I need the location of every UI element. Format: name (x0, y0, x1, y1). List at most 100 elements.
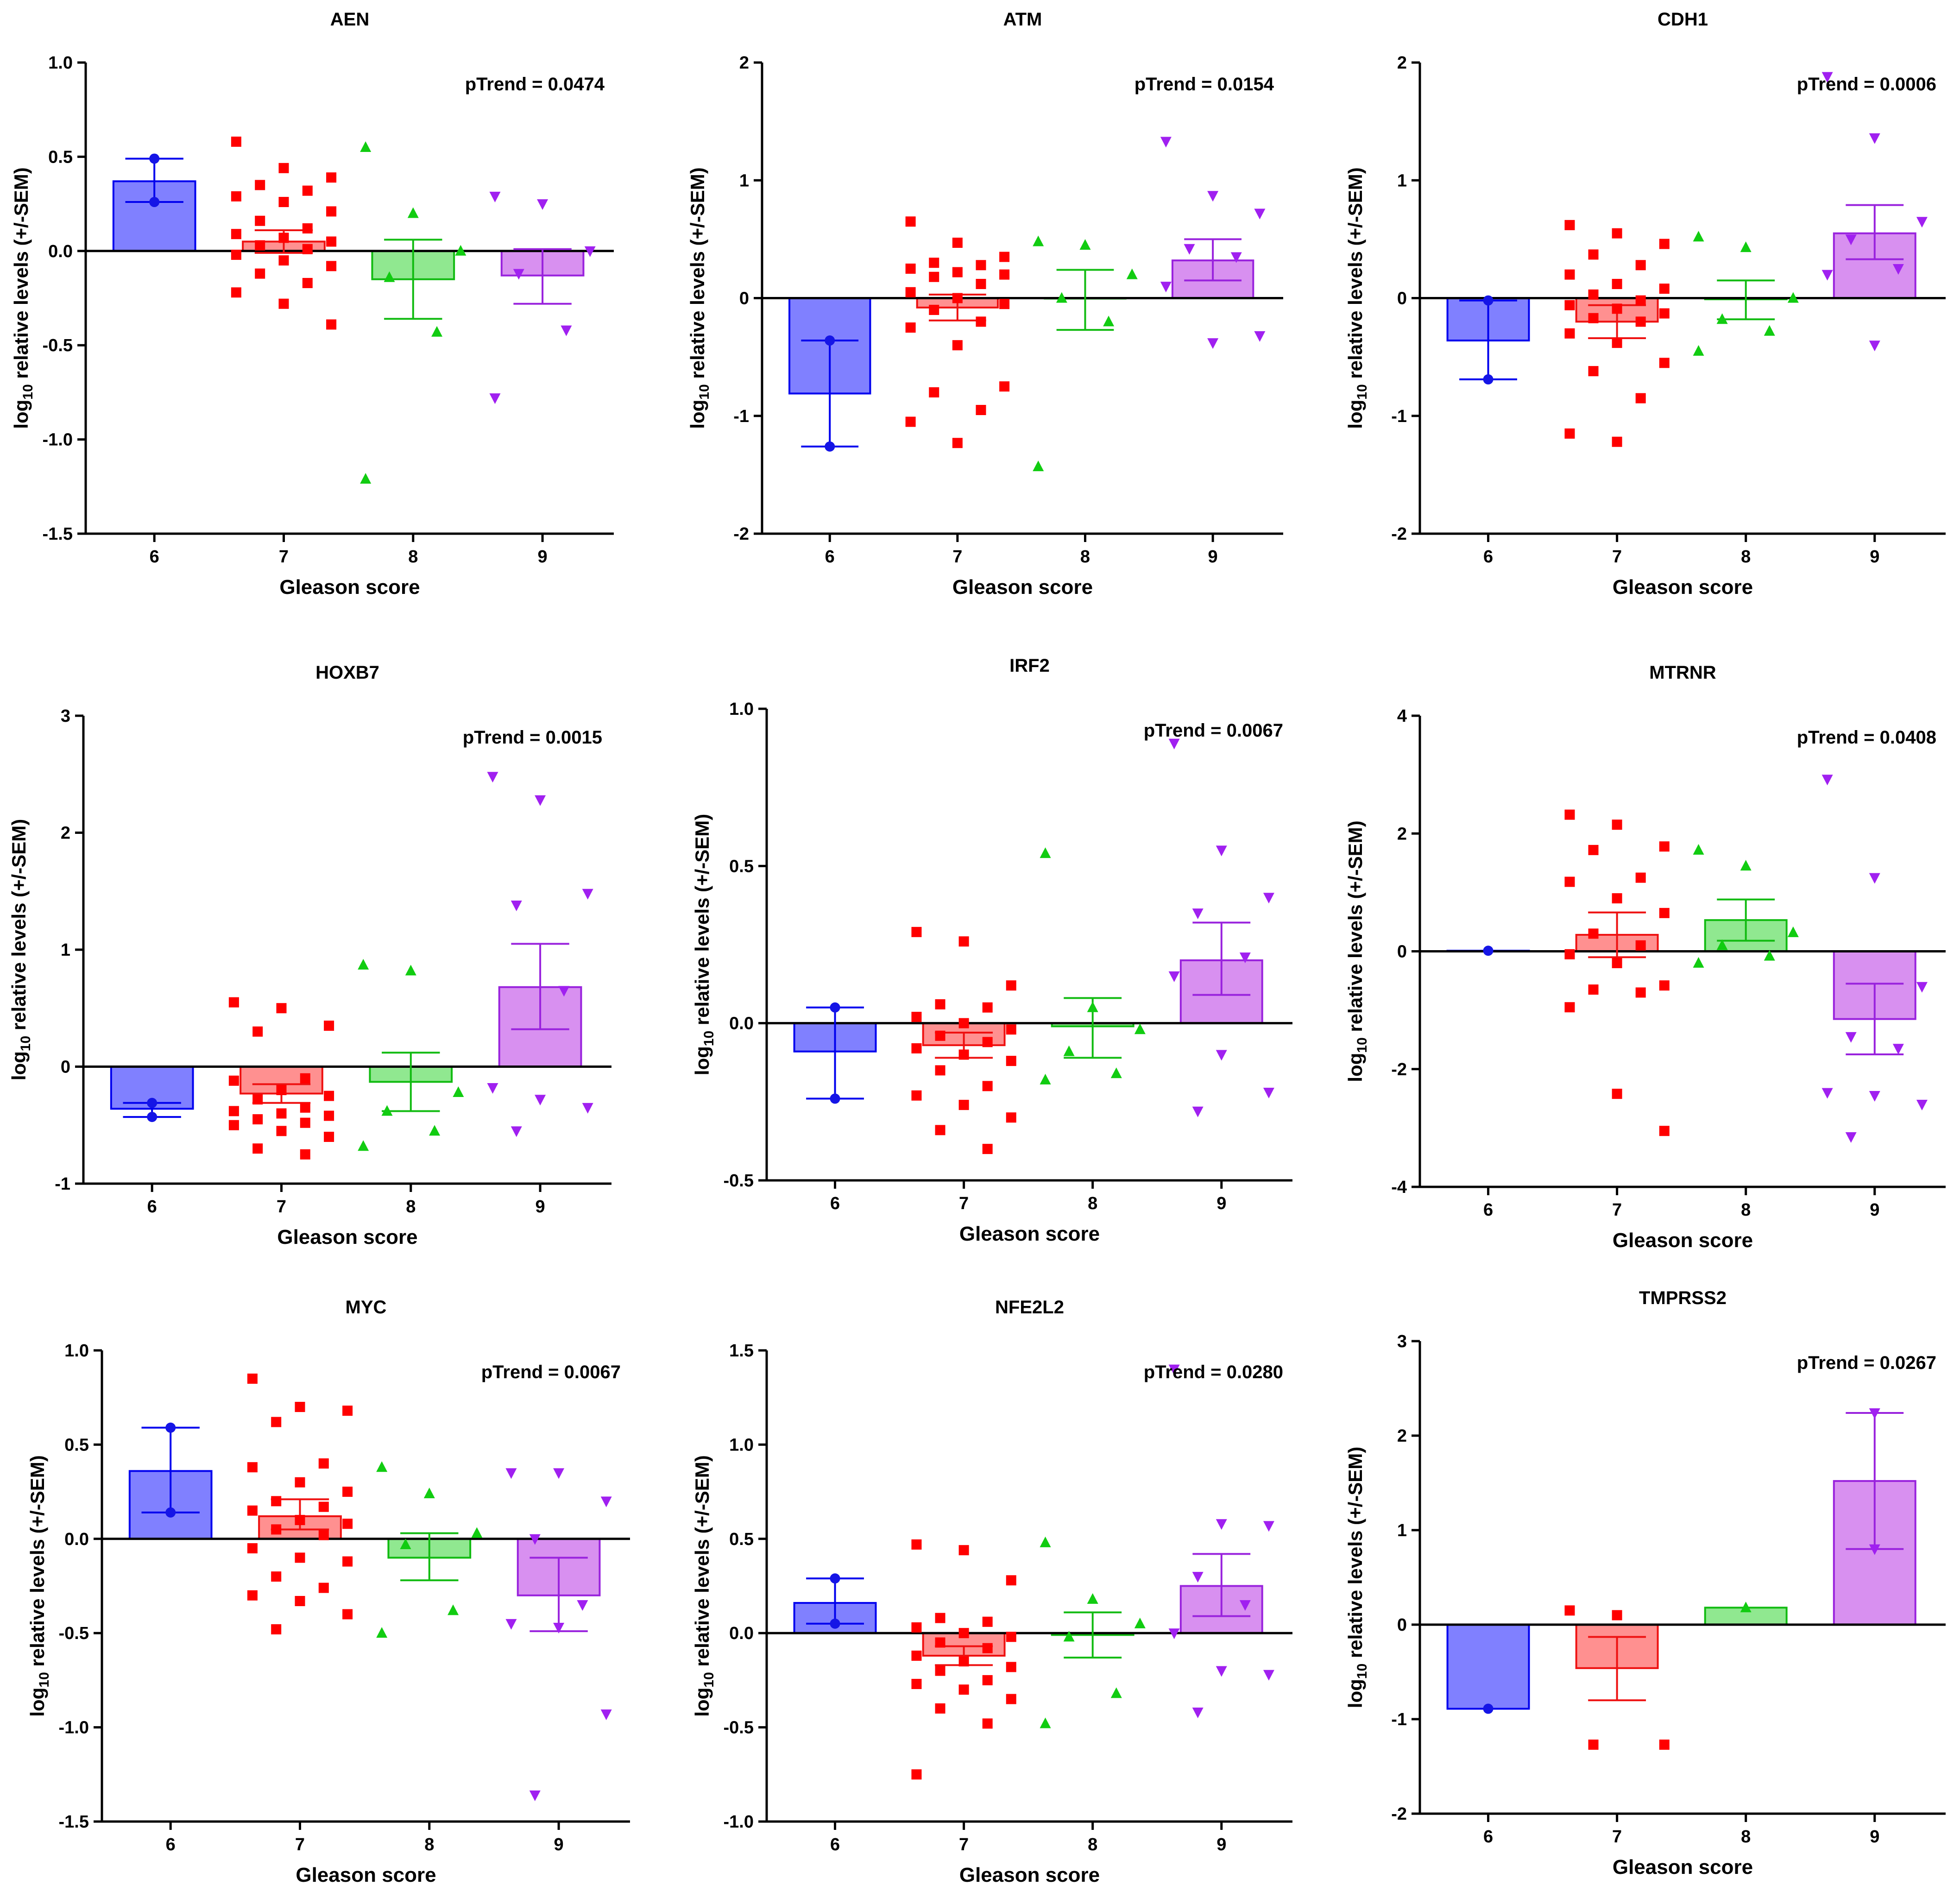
data-point-gleason-9 (553, 1622, 565, 1633)
data-point-gleason-7 (911, 1651, 922, 1661)
data-point-gleason-7 (295, 1515, 305, 1526)
data-point-gleason-9 (1192, 1708, 1204, 1719)
data-point-gleason-7 (935, 1613, 945, 1623)
data-point-gleason-7 (255, 180, 265, 190)
data-point-gleason-7 (905, 322, 916, 333)
x-tick-label: 8 (1741, 1827, 1751, 1847)
data-point-gleason-9 (1263, 1670, 1274, 1681)
data-point-gleason-7 (982, 1081, 993, 1091)
ptrend-label: pTrend = 0.0067 (481, 1362, 621, 1382)
data-point-gleason-7 (958, 1545, 969, 1556)
data-point-gleason-8 (1740, 241, 1752, 252)
data-point-gleason-7 (302, 223, 313, 233)
y-tick-label: 1.0 (729, 700, 754, 719)
y-tick-label: 0.0 (48, 242, 73, 261)
data-point-gleason-9 (1916, 217, 1928, 228)
y-tick-label: -4 (1391, 1178, 1407, 1197)
x-tick-label: 6 (830, 1194, 840, 1213)
data-point-gleason-7 (1659, 841, 1670, 852)
data-point-gleason-9 (1216, 845, 1227, 857)
data-point-gleason-7 (982, 1616, 993, 1627)
x-tick-label: 6 (147, 1197, 157, 1217)
data-point-gleason-9 (487, 1083, 498, 1094)
y-axis-label: log10 relative levels (+/-SEM) (1344, 820, 1370, 1082)
data-point-gleason-7 (255, 215, 265, 226)
y-tick-label: 2 (61, 824, 70, 843)
data-point-gleason-7 (326, 261, 337, 271)
y-tick-label: 0 (1397, 1615, 1407, 1635)
data-point-gleason-7 (905, 287, 916, 297)
data-point-gleason-7 (228, 1106, 239, 1116)
chart-panel-nfe2l2: NFE2L2 1.5 1.0 0.5 0.0 -0.5 -1.0 6 7 8 9 Gleason sc… (691, 1297, 1292, 1885)
data-point-gleason-7 (1612, 436, 1622, 447)
data-point-gleason-7 (247, 1374, 258, 1384)
data-point-gleason-9 (510, 1126, 522, 1137)
data-point-gleason-7 (228, 1120, 239, 1130)
data-point-gleason-7 (1006, 1112, 1016, 1123)
data-point-gleason-7 (1588, 845, 1599, 855)
data-point-gleason-9 (529, 1534, 541, 1545)
data-point-gleason-7 (929, 387, 939, 397)
y-tick-label: -2 (1391, 1060, 1407, 1079)
bar-gleason-6 (1446, 1624, 1530, 1710)
x-tick-label: 7 (1612, 1827, 1622, 1847)
y-tick-label: -0.5 (59, 1624, 89, 1643)
data-point-gleason-7 (1659, 239, 1670, 249)
x-tick-label: 8 (406, 1197, 416, 1217)
data-point-gleason-7 (302, 185, 313, 196)
data-point-gleason-7 (278, 163, 289, 173)
data-point-gleason-7 (911, 1622, 922, 1633)
ptrend-label: pTrend = 0.0408 (1797, 727, 1936, 748)
data-point-gleason-7 (1564, 428, 1575, 439)
data-point-gleason-7 (935, 1030, 945, 1041)
data-point-gleason-7 (1612, 893, 1622, 904)
y-tick-label: -1 (55, 1174, 70, 1194)
data-point-gleason-9 (1263, 1521, 1274, 1532)
data-point-gleason-8 (1087, 1593, 1098, 1604)
data-point-gleason-7 (1006, 980, 1016, 991)
data-point-gleason-7 (1588, 928, 1599, 939)
data-point-gleason-7 (300, 1102, 310, 1113)
data-point-gleason-6 (149, 197, 160, 208)
data-point-gleason-7 (958, 1656, 969, 1667)
data-point-gleason-7 (295, 1552, 305, 1563)
data-point-gleason-7 (952, 340, 963, 351)
data-point-gleason-7 (958, 1628, 969, 1639)
data-point-gleason-9 (537, 199, 548, 210)
y-tick-label: 1 (739, 171, 749, 190)
data-point-gleason-7 (276, 1108, 287, 1119)
x-tick-label: 9 (554, 1835, 564, 1854)
data-point-gleason-7 (300, 1149, 310, 1160)
data-point-gleason-8 (1040, 847, 1051, 858)
data-point-gleason-9 (577, 1600, 588, 1611)
data-point-gleason-9 (600, 1709, 612, 1721)
x-tick-label: 6 (150, 547, 159, 567)
x-tick-label: 9 (536, 1197, 545, 1217)
data-point-gleason-7 (1635, 940, 1646, 951)
data-point-gleason-7 (1564, 300, 1575, 310)
data-point-gleason-8 (429, 1125, 441, 1136)
y-tick-label: 0.0 (729, 1014, 754, 1034)
data-point-gleason-8 (1103, 315, 1115, 327)
data-point-gleason-7 (271, 1624, 282, 1635)
data-point-gleason-8 (1787, 926, 1799, 937)
x-tick-label: 7 (959, 1194, 969, 1213)
y-tick-label: 2 (1397, 1426, 1407, 1446)
data-point-gleason-8 (1693, 231, 1704, 242)
data-point-gleason-7 (255, 268, 265, 279)
ptrend-label: pTrend = 0.0067 (1144, 720, 1283, 741)
data-point-gleason-9 (1892, 1044, 1904, 1055)
data-point-gleason-7 (324, 1091, 334, 1101)
data-point-gleason-7 (278, 298, 289, 309)
y-tick-label: -1 (1391, 1710, 1407, 1729)
x-tick-label: 9 (1216, 1835, 1226, 1854)
data-point-gleason-7 (276, 1085, 287, 1095)
data-point-gleason-7 (1006, 1575, 1016, 1586)
data-point-gleason-7 (1612, 958, 1622, 968)
y-tick-label: 4 (1397, 706, 1407, 726)
data-point-gleason-7 (255, 240, 265, 251)
data-point-gleason-9 (1869, 340, 1880, 352)
data-point-gleason-8 (453, 1086, 464, 1097)
data-point-gleason-9 (489, 393, 501, 404)
y-tick-label: -1.5 (43, 524, 73, 544)
